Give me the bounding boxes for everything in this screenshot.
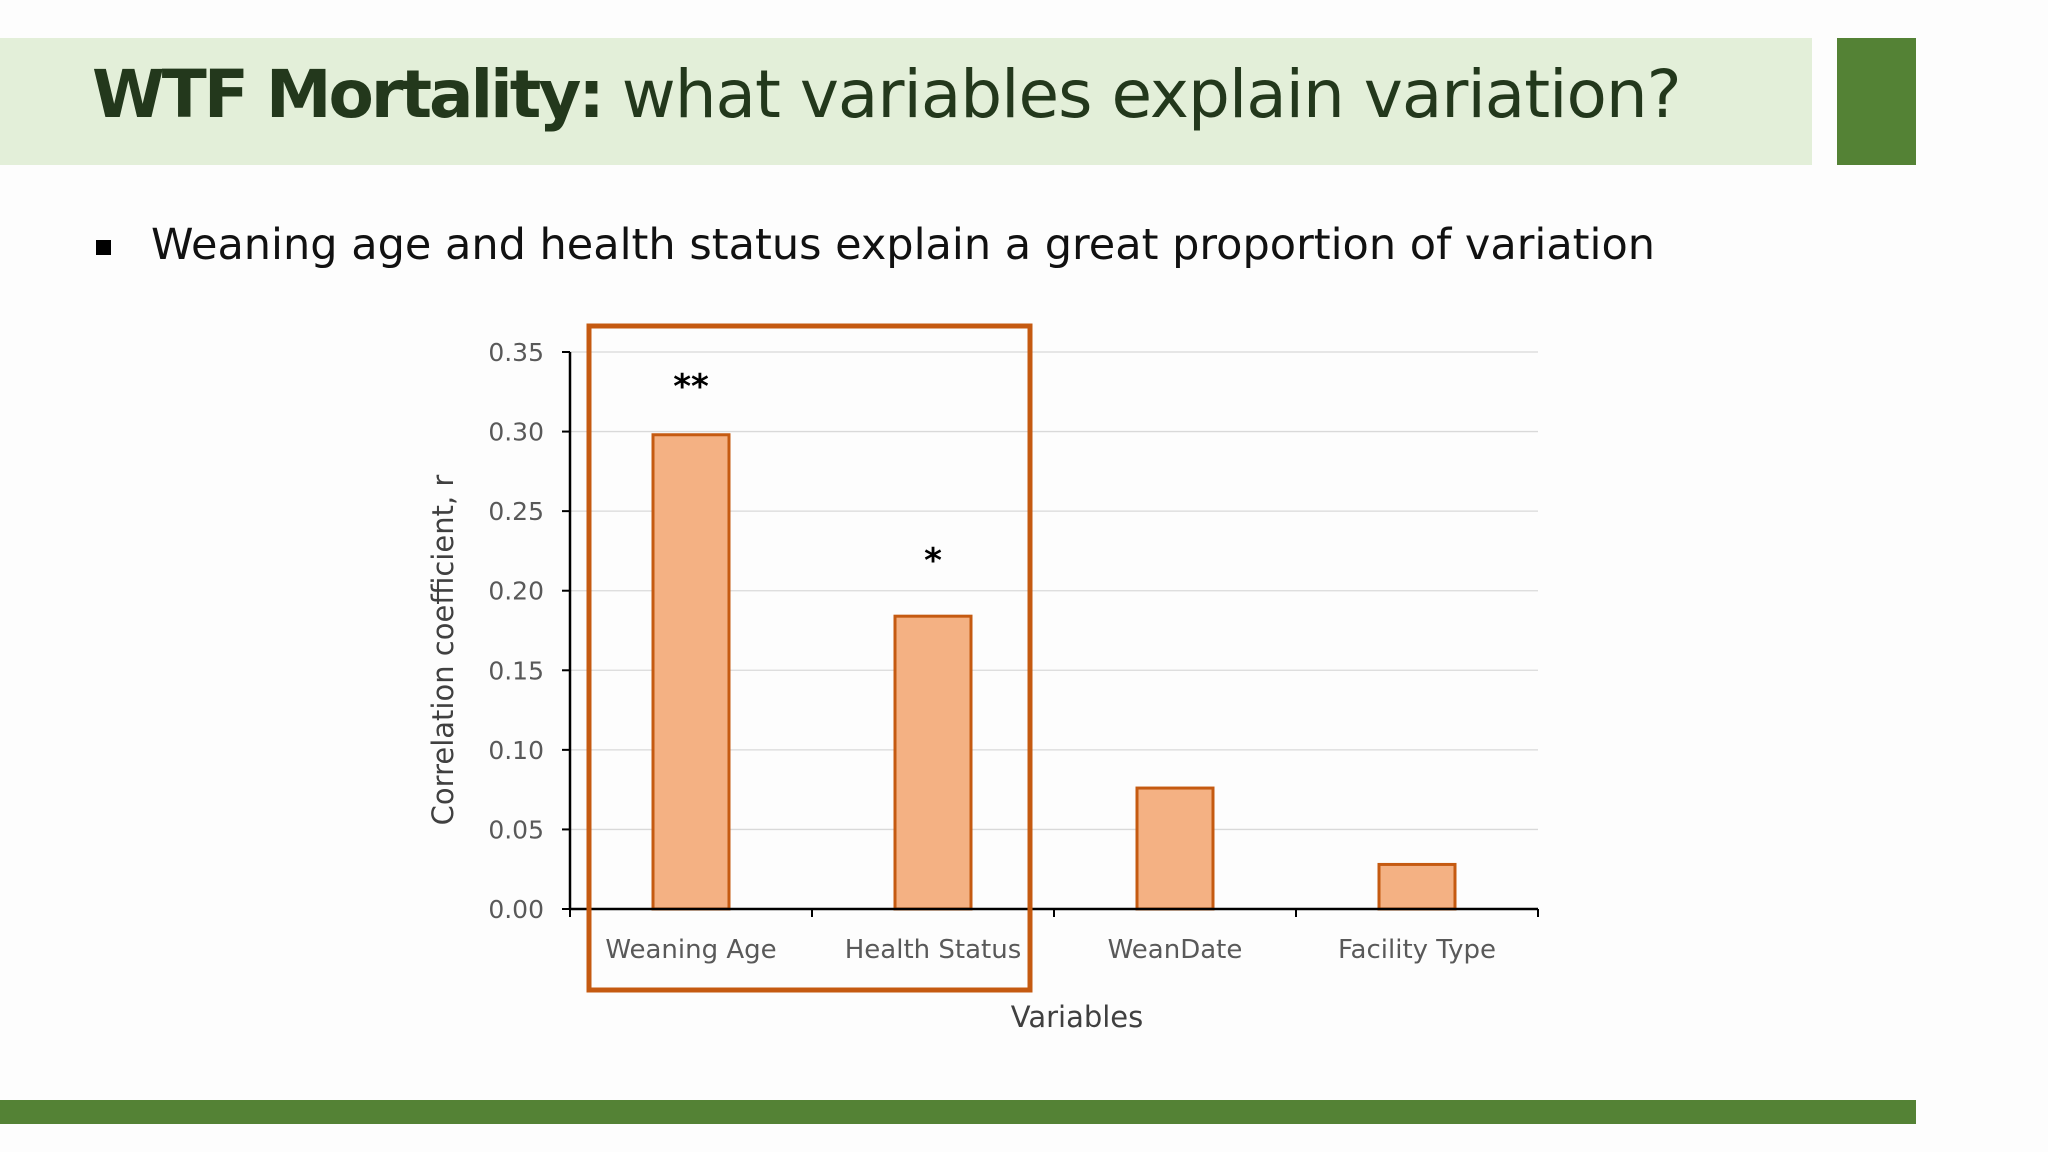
y-tick-label: 0.35 <box>488 338 544 367</box>
highlight-box <box>586 323 1033 993</box>
labels: 0.00 0.05 0.10 0.15 0.20 0.25 0.30 0.35 Weaning … <box>426 338 1496 1034</box>
bars <box>651 433 1457 911</box>
y-tick-label: 0.15 <box>488 656 544 685</box>
bar <box>893 614 973 911</box>
significance-marker: ** <box>673 367 709 407</box>
title-rest: what variables explain variation? <box>601 56 1682 133</box>
x-tick-label: Weaning Age <box>605 935 776 965</box>
y-tick-label: 0.05 <box>488 815 544 844</box>
y-tick-label: 0.10 <box>488 736 544 765</box>
significance-marker: * <box>924 541 942 581</box>
axes <box>562 323 1539 993</box>
gridlines <box>570 351 1538 831</box>
footer-bar <box>0 1100 1916 1124</box>
bullet-square-icon <box>96 240 111 255</box>
x-axis-title: Variables <box>1011 1000 1144 1034</box>
bar <box>1377 862 1457 911</box>
slide-title: WTF Mortality: what variables explain va… <box>92 56 1682 133</box>
y-tick-label: 0.30 <box>488 418 544 447</box>
y-tick-label: 0.00 <box>488 895 544 924</box>
x-tick-label: Health Status <box>845 935 1022 965</box>
bar <box>651 433 731 911</box>
bar <box>1135 786 1215 911</box>
y-tick-label: 0.20 <box>488 577 544 606</box>
y-tick-label: 0.25 <box>488 497 544 526</box>
y-axis-title: Correlation coefficient, r <box>426 475 460 826</box>
title-bold: WTF Mortality: <box>92 56 605 133</box>
title-band <box>0 38 1812 165</box>
corner-accent-block <box>1837 38 1916 165</box>
bullet-text: Weaning age and health status explain a … <box>151 220 1656 270</box>
x-tick-label: Facility Type <box>1338 935 1496 965</box>
x-tick-label: WeanDate <box>1108 935 1243 965</box>
